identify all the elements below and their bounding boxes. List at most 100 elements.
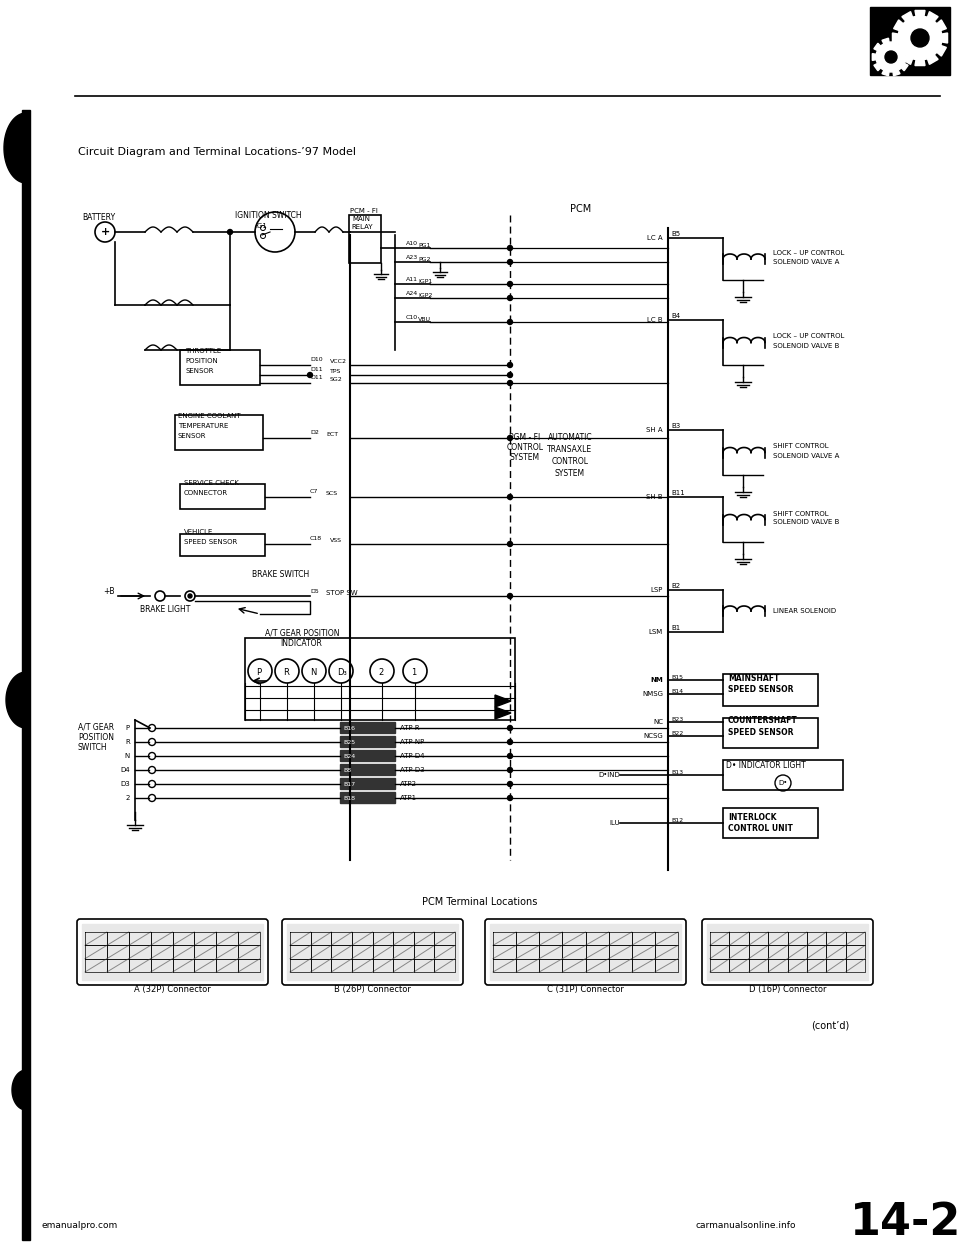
Text: SOLENOID VALVE A: SOLENOID VALVE A <box>773 452 839 458</box>
Text: ATP D4: ATP D4 <box>400 753 424 759</box>
Text: SYSTEM: SYSTEM <box>555 469 585 478</box>
Text: LC B: LC B <box>647 317 663 323</box>
Text: SHIFT CONTROL: SHIFT CONTROL <box>773 443 828 450</box>
Polygon shape <box>905 53 910 61</box>
Text: emanualpro.com: emanualpro.com <box>42 1221 118 1230</box>
Polygon shape <box>901 11 913 21</box>
Circle shape <box>188 594 192 597</box>
Text: B18: B18 <box>343 796 355 801</box>
Text: B24: B24 <box>343 754 355 759</box>
Text: SOLENOID VALVE A: SOLENOID VALVE A <box>773 260 839 265</box>
Text: carmanualsonline.info: carmanualsonline.info <box>695 1221 796 1230</box>
Text: SENSOR: SENSOR <box>185 368 213 374</box>
Text: P: P <box>126 725 130 732</box>
Text: D₃: D₃ <box>337 668 347 677</box>
Text: ENGINE COOLANT: ENGINE COOLANT <box>178 414 241 419</box>
Text: LSM: LSM <box>649 628 663 635</box>
Circle shape <box>508 282 513 287</box>
Text: B5: B5 <box>671 231 680 237</box>
Text: NM: NM <box>650 677 663 683</box>
Polygon shape <box>942 34 948 43</box>
Circle shape <box>508 754 513 759</box>
Text: PCM: PCM <box>570 204 591 214</box>
Text: 2: 2 <box>126 795 130 801</box>
Text: MAIN: MAIN <box>352 216 370 222</box>
Text: A/T GEAR: A/T GEAR <box>78 723 114 732</box>
Text: PGM - FI: PGM - FI <box>510 433 540 442</box>
Text: 14-21: 14-21 <box>850 1201 960 1242</box>
Circle shape <box>508 363 513 368</box>
Text: AUTOMATIC: AUTOMATIC <box>548 433 592 442</box>
Text: B11: B11 <box>671 491 684 496</box>
Text: B8: B8 <box>343 768 351 773</box>
Text: B17: B17 <box>343 782 355 787</box>
Text: POSITION: POSITION <box>78 733 114 741</box>
Text: VSS: VSS <box>330 538 342 543</box>
Text: BRAKE LIGHT: BRAKE LIGHT <box>140 605 190 614</box>
Text: VCC2: VCC2 <box>330 359 347 364</box>
Bar <box>245 638 515 720</box>
Text: ATP2: ATP2 <box>400 781 417 787</box>
Text: D•: D• <box>778 780 787 786</box>
Text: POSITION: POSITION <box>185 358 218 364</box>
Text: CONTROL: CONTROL <box>507 443 543 452</box>
Text: SWITCH: SWITCH <box>78 743 108 751</box>
Text: IGNITION SWITCH: IGNITION SWITCH <box>235 211 301 220</box>
Bar <box>340 792 395 804</box>
Polygon shape <box>927 55 938 65</box>
Text: D2: D2 <box>310 430 319 435</box>
Polygon shape <box>6 672 26 728</box>
Text: CONNECTOR: CONNECTOR <box>184 491 228 496</box>
Text: INDICATOR: INDICATOR <box>280 638 322 648</box>
Polygon shape <box>915 10 925 16</box>
Circle shape <box>508 725 513 730</box>
Text: B3: B3 <box>671 424 681 428</box>
Text: LC A: LC A <box>647 235 663 241</box>
Polygon shape <box>937 20 947 31</box>
Bar <box>723 674 818 705</box>
Text: THROTTLE: THROTTLE <box>185 348 221 354</box>
Text: B16: B16 <box>343 727 355 732</box>
Bar <box>340 722 395 733</box>
Circle shape <box>508 380 513 385</box>
Text: B2: B2 <box>671 582 680 589</box>
Text: SERVICE CHECK: SERVICE CHECK <box>184 479 239 486</box>
Text: VEHICLE: VEHICLE <box>184 529 213 535</box>
Text: A24: A24 <box>406 291 419 296</box>
Text: A/T GEAR POSITION: A/T GEAR POSITION <box>265 628 340 638</box>
Text: B15: B15 <box>671 674 683 681</box>
Text: B25: B25 <box>343 740 355 745</box>
Text: C10: C10 <box>406 315 419 320</box>
Polygon shape <box>901 55 913 65</box>
Text: A23: A23 <box>406 255 419 260</box>
Text: IGP2: IGP2 <box>418 293 432 298</box>
Text: A10: A10 <box>406 241 418 246</box>
Bar <box>349 215 381 263</box>
Circle shape <box>508 594 513 599</box>
Text: C (31P) Connector: C (31P) Connector <box>547 985 624 994</box>
Circle shape <box>508 260 513 265</box>
Bar <box>340 777 395 789</box>
Text: A11: A11 <box>406 277 418 282</box>
Bar <box>340 764 395 775</box>
Text: B14: B14 <box>671 689 684 694</box>
Circle shape <box>307 373 313 378</box>
Bar <box>723 809 818 838</box>
Text: 2: 2 <box>378 668 383 677</box>
Circle shape <box>508 373 513 378</box>
Circle shape <box>508 246 513 251</box>
Text: SYSTEM: SYSTEM <box>510 453 540 462</box>
Polygon shape <box>937 46 947 56</box>
Text: ATP NP: ATP NP <box>400 739 424 745</box>
Text: CONTROL UNIT: CONTROL UNIT <box>728 823 793 833</box>
Text: D3: D3 <box>120 781 130 787</box>
Text: TPS: TPS <box>330 369 342 374</box>
Text: D (16P) Connector: D (16P) Connector <box>749 985 827 994</box>
Text: D4: D4 <box>120 768 130 773</box>
Circle shape <box>911 29 929 47</box>
Polygon shape <box>882 71 889 76</box>
Circle shape <box>508 436 513 441</box>
Circle shape <box>898 16 942 60</box>
Text: C18: C18 <box>310 537 323 542</box>
Circle shape <box>508 319 513 324</box>
